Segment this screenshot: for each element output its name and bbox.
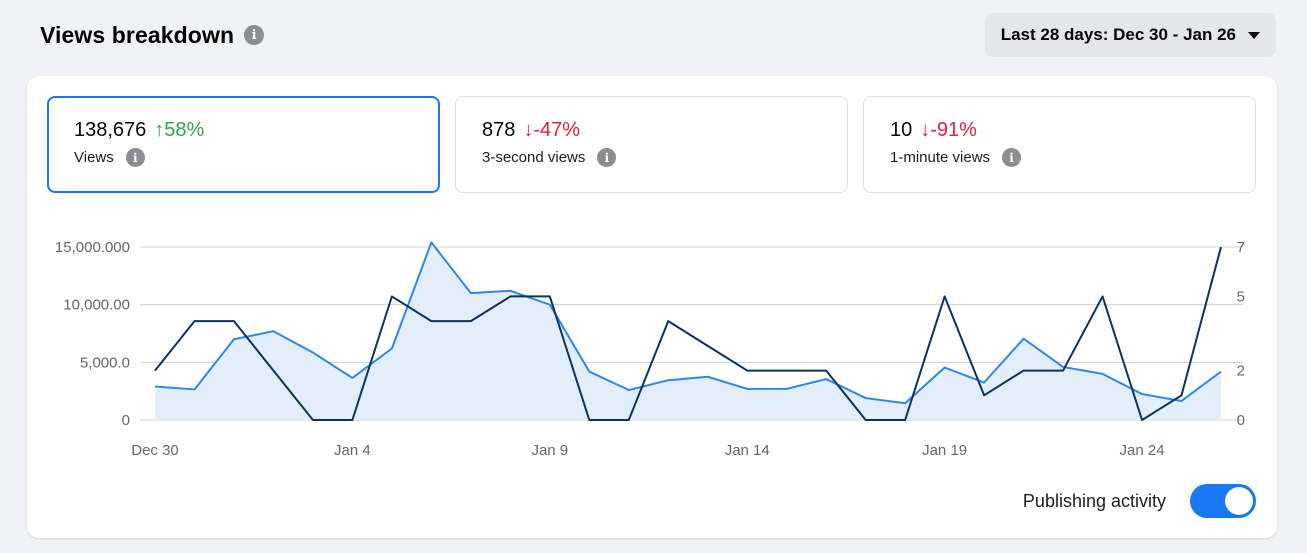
x-tick-label: Jan 9 — [531, 442, 568, 459]
y-right-tick-label: 0 — [1237, 412, 1245, 429]
metric-card-views[interactable]: 138,676 ↑58% Views i — [47, 96, 440, 193]
x-tick-label: Jan 19 — [922, 442, 967, 459]
metric-label: Views — [74, 149, 114, 166]
y-right-tick-label: 2 — [1237, 363, 1245, 380]
y-left-tick-label: 5,000.0 — [80, 354, 130, 371]
info-icon[interactable]: i — [597, 148, 617, 167]
metric-card-1-minute-views[interactable]: 10 ↓-91% 1-minute views i — [863, 96, 1256, 193]
metric-change: ↓-47% — [523, 119, 581, 141]
date-range-dropdown[interactable]: Last 28 days: Dec 30 - Jan 26 — [984, 13, 1276, 57]
arrow-down-icon: ↓ — [523, 119, 534, 141]
y-right-tick-label: 7 — [1237, 239, 1245, 256]
publishing-activity-series-line — [154, 246, 1222, 421]
x-tick-label: Jan 4 — [334, 442, 371, 459]
metric-value: 10 — [890, 119, 913, 141]
publishing-activity-toggle[interactable] — [1190, 484, 1256, 518]
toggle-label: Publishing activity — [1022, 490, 1166, 511]
toggle-knob — [1225, 487, 1253, 515]
x-tick-label: Dec 30 — [131, 442, 179, 459]
info-icon[interactable]: i — [244, 25, 265, 45]
metric-value: 138,676 — [74, 119, 147, 141]
y-left-tick-label: 0 — [122, 412, 130, 429]
caret-down-icon — [1248, 31, 1260, 39]
views-card: 138,676 ↑58% Views i 878 ↓-47% 3-second … — [27, 76, 1277, 538]
info-icon[interactable]: i — [125, 148, 145, 167]
header: Views breakdown i Last 28 days: Dec 30 -… — [40, 13, 1276, 57]
x-tick-label: Jan 14 — [725, 442, 770, 459]
metric-change: ↑58% — [154, 119, 205, 141]
arrow-up-icon: ↑ — [154, 119, 165, 141]
metric-card-3-second-views[interactable]: 878 ↓-47% 3-second views i — [455, 96, 848, 193]
arrow-down-icon: ↓ — [920, 119, 931, 141]
metric-label: 1-minute views — [890, 149, 991, 166]
y-left-tick-label: 15,000.000 — [55, 239, 130, 256]
metric-label: 3-second views — [482, 149, 586, 166]
views-series-line — [154, 241, 1222, 405]
info-icon[interactable]: i — [1002, 148, 1022, 167]
y-left-tick-label: 10,000.00 — [63, 297, 130, 314]
metric-change: ↓-91% — [920, 119, 977, 141]
publishing-activity-toggle-wrap: Publishing activity — [1023, 484, 1256, 518]
views-area — [155, 242, 1221, 420]
y-right-tick-label: 5 — [1237, 288, 1245, 305]
date-range-label: Last 28 days: Dec 30 - Jan 26 — [1000, 25, 1236, 44]
page-title: Views breakdown — [40, 21, 235, 48]
views-chart[interactable]: 0 5,000.0 10,000.00 15,000.000 0 2 5 7 Dec 30 Jan… — [27, 76, 1277, 476]
metric-value: 878 — [482, 119, 516, 141]
title-wrap: Views breakdown i — [40, 21, 265, 49]
x-tick-label: Jan 24 — [1120, 442, 1165, 459]
